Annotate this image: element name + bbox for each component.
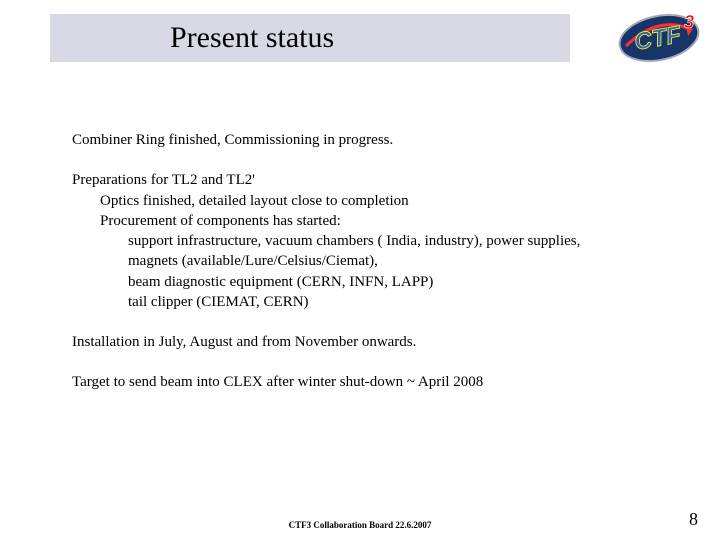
body-line: Installation in July, August and from No… <box>72 332 660 352</box>
title-bar: Present status <box>50 14 570 62</box>
slide-body: Combiner Ring finished, Commissioning in… <box>72 130 660 393</box>
footer-text: CTF3 Collaboration Board 22.6.2007 <box>0 520 720 530</box>
body-line: tail clipper (CIEMAT, CERN) <box>72 292 660 312</box>
body-line: magnets (available/Lure/Celsius/Ciemat), <box>72 251 660 271</box>
body-line: beam diagnostic equipment (CERN, INFN, L… <box>72 272 660 292</box>
body-line: Preparations for TL2 and TL2' <box>72 170 660 190</box>
body-line: support infrastructure, vacuum chambers … <box>72 231 660 251</box>
body-line: Procurement of components has started: <box>72 211 660 231</box>
ctf3-logo: CTF 3 <box>616 6 702 68</box>
body-line: Target to send beam into CLEX after wint… <box>72 372 660 392</box>
slide-title: Present status <box>170 21 334 55</box>
page-number: 8 <box>689 509 698 530</box>
svg-text:3: 3 <box>684 12 694 32</box>
body-line: Combiner Ring finished, Commissioning in… <box>72 130 660 150</box>
body-line: Optics finished, detailed layout close t… <box>72 191 660 211</box>
slide: Present status CTF 3 Combiner Ring finis… <box>0 0 720 540</box>
